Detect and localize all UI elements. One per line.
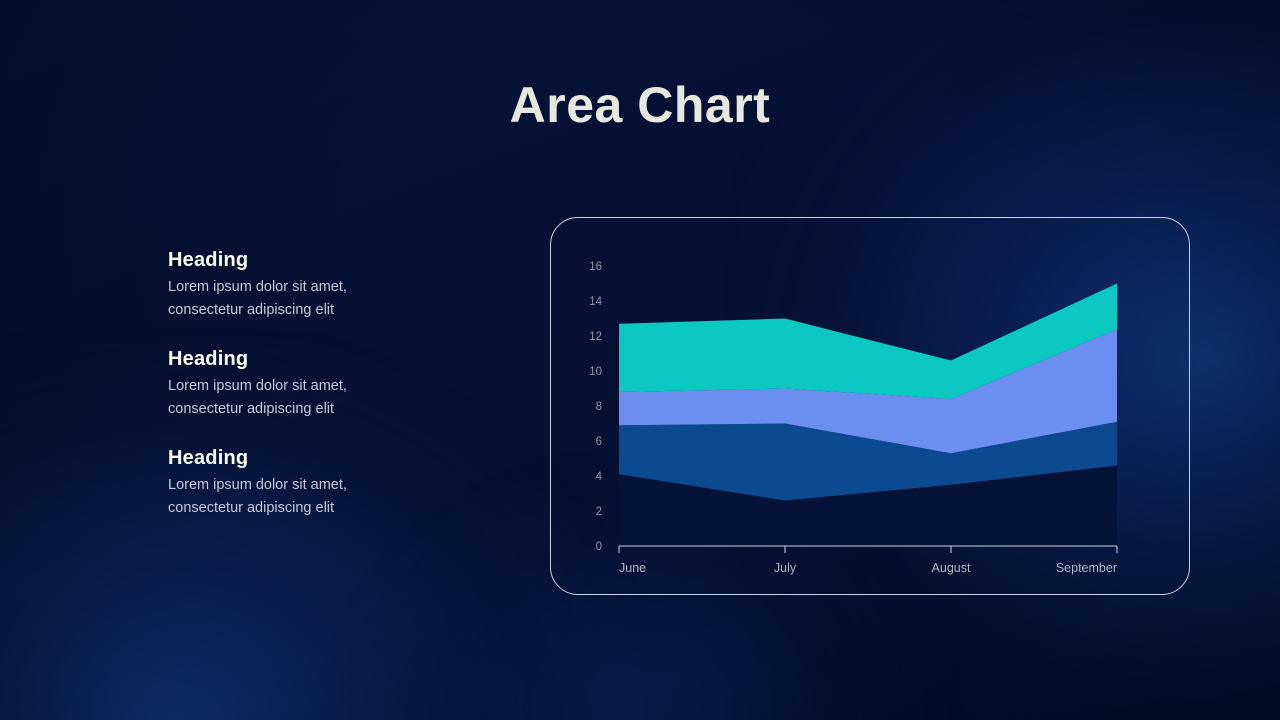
y-tick-label: 14 [589,296,602,308]
area-chart: 0 2 4 6 8 10 12 14 16 [589,261,1118,575]
area-series-3 [619,329,1117,454]
block-heading: Heading [168,249,249,271]
x-tick-label: July [774,561,797,575]
block-body: Lorem ipsum dolor sit amet, consectetur … [168,279,347,318]
y-tick-label: 10 [589,366,602,378]
axis-lines [618,545,1118,553]
text-column: Heading Lorem ipsum dolor sit amet, cons… [168,249,403,519]
chart-card: 0 2 4 6 8 10 12 14 16 [550,217,1190,595]
y-tick-label: 16 [589,261,602,273]
x-tick-label: June [619,561,646,575]
block-body: Lorem ipsum dolor sit amet, consectetur … [168,377,347,417]
x-tick-label: August [932,561,971,575]
text-block: Heading Lorem ipsum dolor sit amet, cons… [168,249,403,322]
area-series-4 [619,283,1117,399]
x-tick-label: September [1056,561,1117,575]
text-block: Heading Lorem ipsum dolor sit amet, cons… [168,447,403,520]
y-tick-label: 6 [596,436,602,448]
y-tick-label: 2 [596,506,602,518]
y-axis-tick-labels: 0 2 4 6 8 10 12 14 16 [589,261,602,553]
block-heading: Heading [168,347,249,370]
block-body: Lorem ipsum dolor sit amet, consectetur … [168,476,347,516]
y-tick-label: 4 [596,471,603,483]
series-areas [619,283,1117,546]
x-axis-tick-labels: June July August September [619,561,1117,575]
area-series-2 [619,421,1117,501]
page-title: Area Chart [509,77,771,133]
text-block: Heading Lorem ipsum dolor sit amet, cons… [168,348,403,421]
block-heading: Heading [168,446,249,469]
area-series-1 [619,465,1117,546]
y-tick-label: 0 [596,541,602,553]
y-tick-label: 8 [596,401,602,413]
y-tick-label: 12 [589,331,602,343]
